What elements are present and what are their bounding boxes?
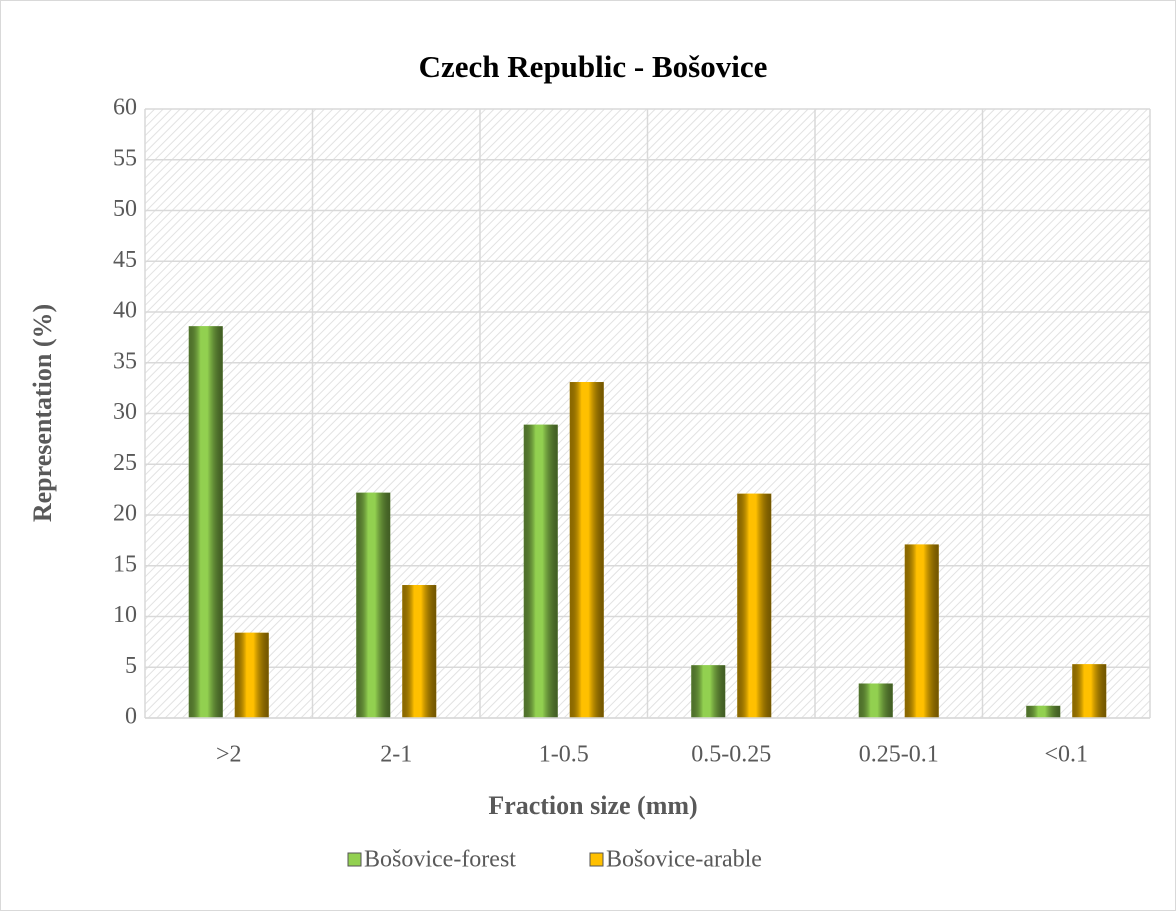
bar-group xyxy=(402,585,437,718)
y-tick-label: 40 xyxy=(113,298,137,324)
x-tick-label: 1-0.5 xyxy=(539,742,589,768)
legend-label: Bošovice-forest xyxy=(364,847,516,873)
bar-shade xyxy=(234,632,269,718)
bar-shade xyxy=(737,493,772,718)
y-tick-label: 50 xyxy=(113,196,137,222)
bar-group xyxy=(1026,705,1061,718)
bar-shade xyxy=(356,492,391,718)
chart-title: Czech Republic - Bošovice xyxy=(419,49,768,84)
y-tick-label: 0 xyxy=(125,704,137,730)
bar-shade xyxy=(402,585,437,718)
bar-group xyxy=(904,544,939,718)
bar-group xyxy=(1072,664,1107,718)
y-tick-label: 35 xyxy=(113,348,137,374)
x-tick-label: 0.5-0.25 xyxy=(691,742,771,768)
bar-shade xyxy=(523,424,558,718)
bar-group xyxy=(691,665,726,718)
bar-group xyxy=(523,424,558,718)
y-tick-label: 15 xyxy=(113,551,137,577)
y-tick-label: 10 xyxy=(113,602,137,628)
y-tick-label: 5 xyxy=(125,653,137,679)
y-tick-label: 30 xyxy=(113,399,137,425)
bar-shade xyxy=(858,683,893,718)
bar-group xyxy=(188,326,223,718)
y-tick-label: 55 xyxy=(113,145,137,171)
bar-group xyxy=(234,632,269,718)
legend-swatch xyxy=(589,852,604,867)
y-tick-label: 60 xyxy=(113,95,137,121)
bar-group xyxy=(356,492,391,718)
bar-shade xyxy=(1072,664,1107,718)
bar-shade xyxy=(904,544,939,718)
y-tick-label: 25 xyxy=(113,450,137,476)
legend-swatch xyxy=(347,852,362,867)
bar-group xyxy=(737,493,772,718)
y-tick-label: 20 xyxy=(113,501,137,527)
x-axis-label: Fraction size (mm) xyxy=(488,791,697,820)
bar-shade xyxy=(188,326,223,718)
x-tick-label: 0.25-0.1 xyxy=(859,742,939,768)
bar-shade xyxy=(569,382,604,718)
legend-label: Bošovice-arable xyxy=(606,847,762,873)
x-tick-label: <0.1 xyxy=(1044,742,1088,768)
bar-group xyxy=(858,683,893,718)
bar-group xyxy=(569,382,604,718)
bar-shade xyxy=(691,665,726,718)
bar-shade xyxy=(1026,705,1061,718)
x-tick-label: 2-1 xyxy=(380,742,412,768)
y-tick-label: 45 xyxy=(113,247,137,273)
y-axis-label: Representation (%) xyxy=(28,304,57,522)
x-tick-label: >2 xyxy=(216,742,242,768)
